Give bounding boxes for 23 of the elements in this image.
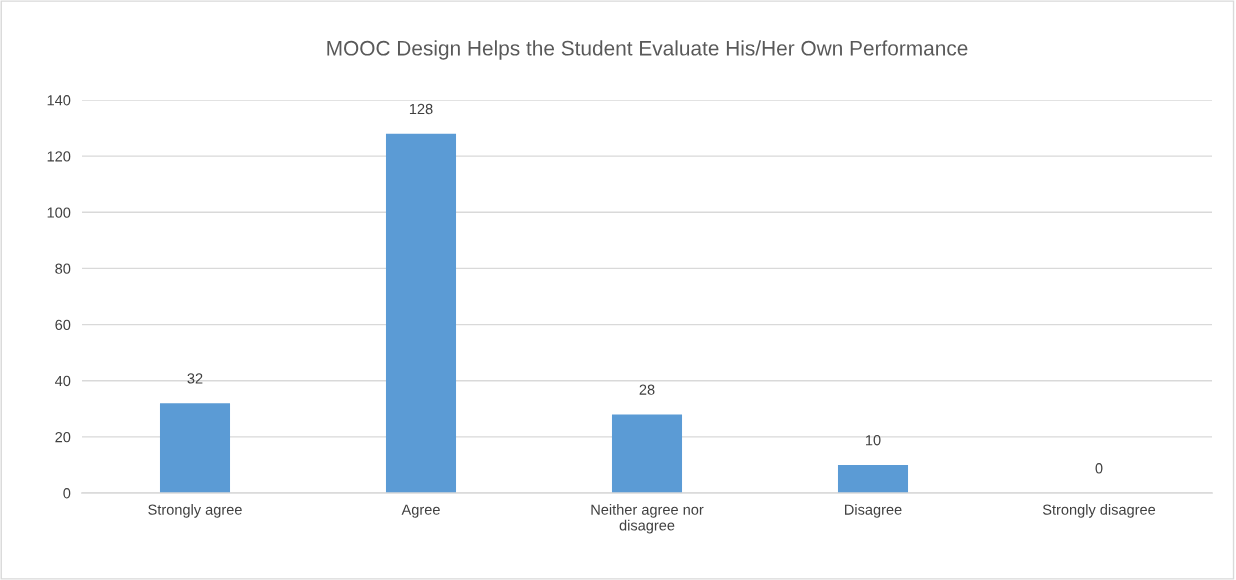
bar: [159, 403, 231, 493]
bar: [837, 464, 909, 493]
chart-title: MOOC Design Helps the Student Evaluate His/Her Own Performance: [327, 40, 968, 60]
data-label: 10: [866, 435, 881, 446]
x-tick-label: Agree: [401, 504, 440, 518]
bar: [385, 133, 457, 493]
y-tick-label: 20: [55, 431, 71, 443]
x-tick-label: Strongly agree: [148, 504, 242, 518]
x-tick-label: Neither agree nor disagree: [591, 504, 704, 534]
x-tick-label: Strongly disagree: [1042, 504, 1156, 518]
y-tick-label: 60: [55, 319, 71, 330]
y-tick-label: 120: [47, 151, 71, 162]
data-label: 28: [639, 384, 655, 395]
data-label: 32: [187, 373, 203, 384]
data-label: 0: [1095, 463, 1103, 474]
x-tick-label: Disagree: [845, 504, 902, 518]
y-tick-label: 100: [47, 207, 71, 218]
data-label: 128: [409, 103, 433, 115]
y-tick-label: 140: [47, 95, 71, 106]
bar: [611, 414, 683, 493]
y-tick-label: 80: [55, 263, 71, 274]
y-tick-label: 40: [55, 375, 71, 387]
y-tick-label: 0: [63, 488, 71, 499]
